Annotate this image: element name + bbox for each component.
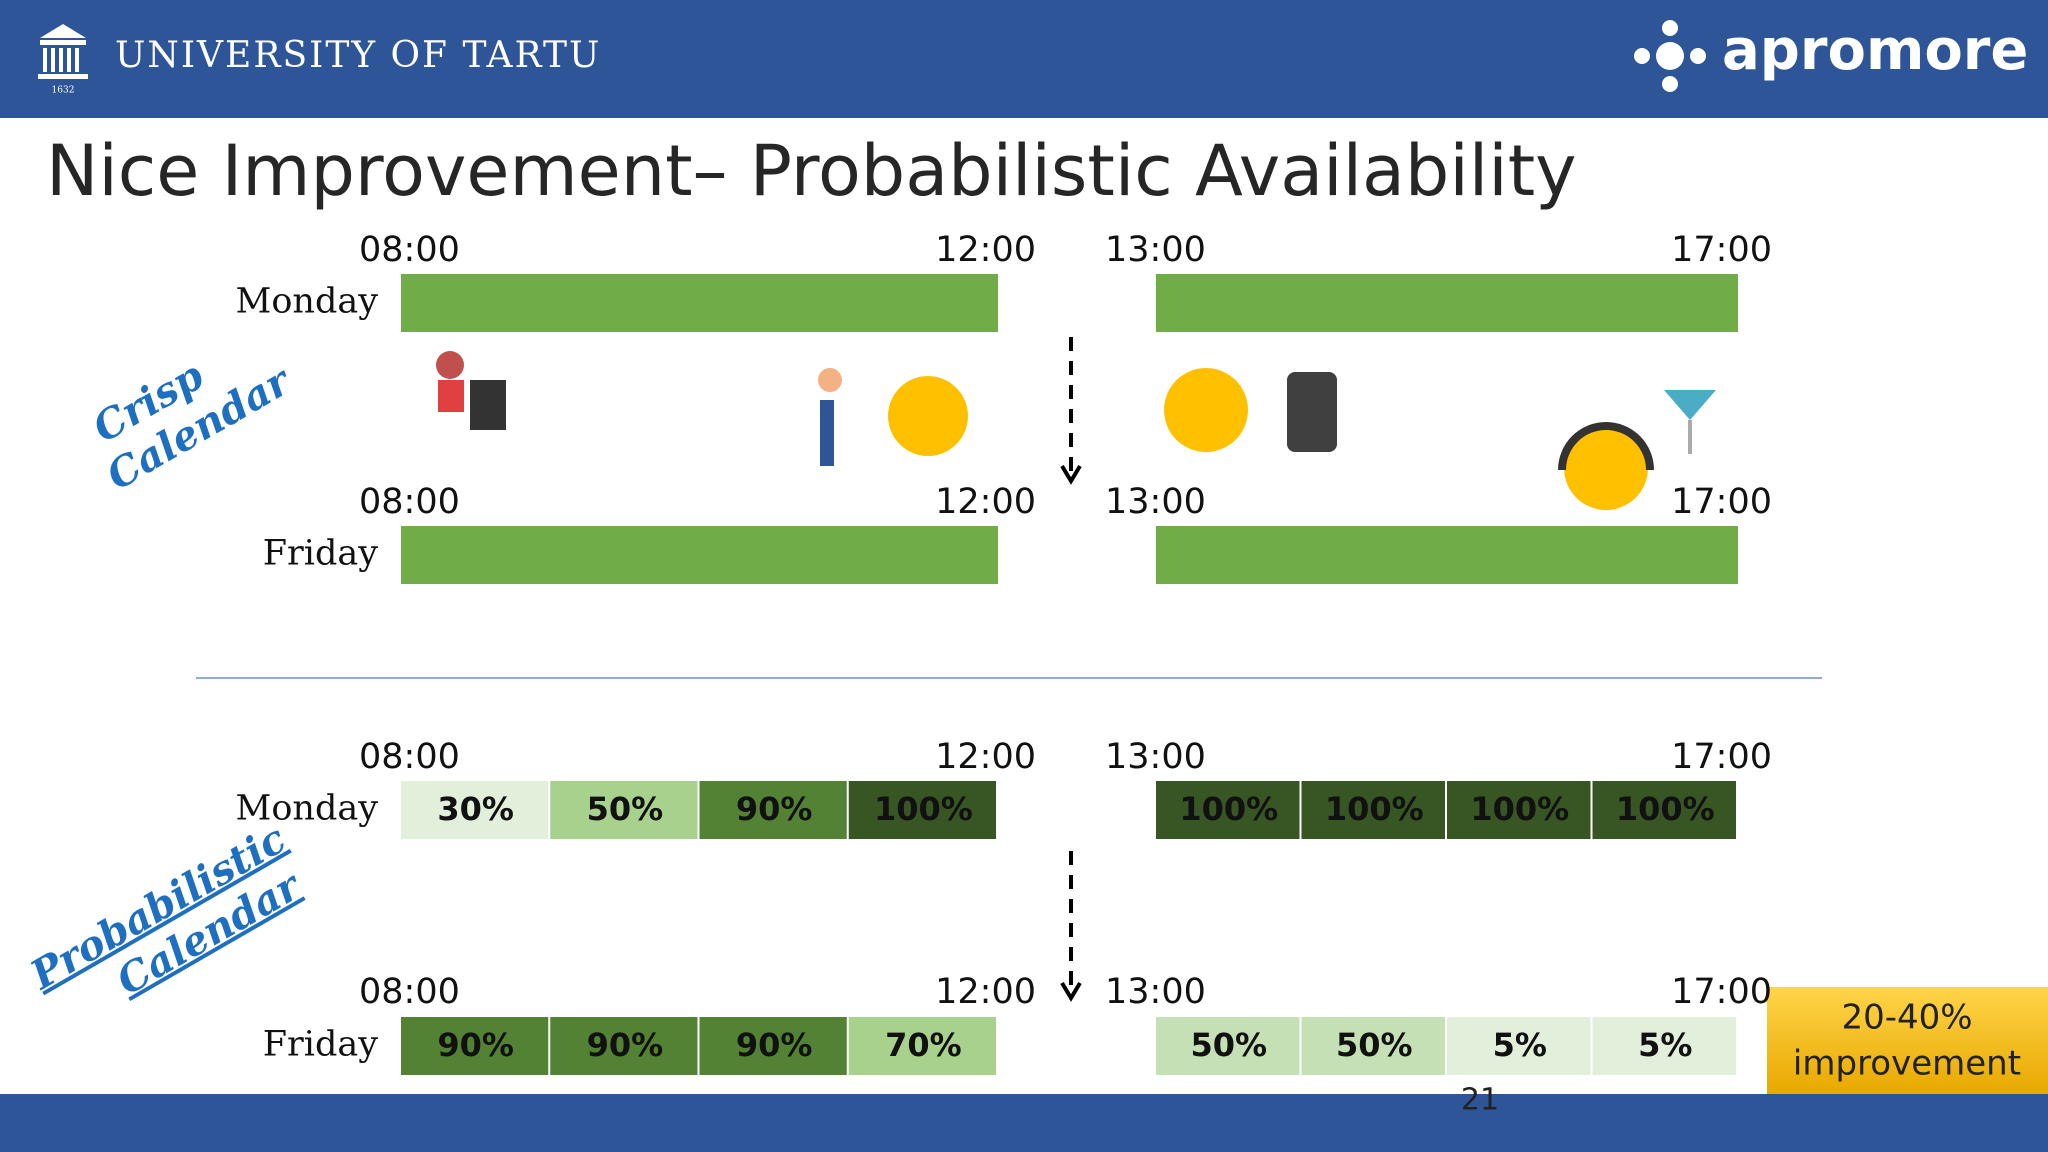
availability-bar [401,526,998,584]
probability-label: 50% [1336,1026,1413,1064]
probability-label: 100% [1179,790,1278,828]
day-label: Friday [263,534,378,574]
time-label: 17:00 [1671,230,1772,270]
university-logo [38,24,88,79]
university-year: 1632 [52,86,75,96]
availability-bar [401,274,998,332]
time-label: 12:00 [935,972,1036,1012]
brand-name: apromore [1722,18,2028,83]
probability-cell [848,781,996,839]
time-label: 13:00 [1105,230,1206,270]
probability-cell [848,1017,996,1075]
probability-cell [1301,781,1445,839]
probability-label: 90% [736,1026,813,1064]
probability-cell [1156,781,1300,839]
callout-text: 20-40% [1841,998,1972,1038]
time-label: 12:00 [935,737,1036,777]
probability-cell [1592,781,1736,839]
callout-text: improvement [1793,1044,2021,1084]
time-label: 17:00 [1671,482,1772,522]
probability-cell [1156,1017,1300,1075]
probability-cell [550,1017,698,1075]
probability-cell [401,1017,549,1075]
probability-label: 100% [1616,790,1715,828]
apromore-logo [1634,20,1706,92]
time-label: 08:00 [359,482,460,522]
header-bar [0,0,2048,118]
probability-label: 100% [1470,790,1569,828]
time-label: 08:00 [359,972,460,1012]
probability-cell [401,781,549,839]
university-name: UNIVERSITY OF TARTU [115,35,601,76]
probability-label: 90% [587,1026,664,1064]
probability-cell [699,781,847,839]
probability-cell [550,781,698,839]
probability-label: 90% [437,1026,514,1064]
probability-cell [1301,1017,1445,1075]
time-label: 17:00 [1671,737,1772,777]
time-label: 08:00 [359,230,460,270]
day-label: Monday [236,282,379,322]
probability-cell [1447,1017,1591,1075]
probability-label: 5% [1493,1026,1547,1064]
probability-cell [699,1017,847,1075]
probability-label: 50% [1190,1026,1267,1064]
callout-box [1767,987,2048,1094]
probability-label: 100% [874,790,973,828]
time-label: 12:00 [935,230,1036,270]
footer-bar [0,1094,2048,1152]
availability-bar [1156,274,1738,332]
time-label: 13:00 [1105,482,1206,522]
probability-cell [1592,1017,1736,1075]
page-number: 21 [1461,1083,1499,1118]
probability-label: 70% [885,1026,962,1064]
icons [436,351,1716,510]
slide-title: Nice Improvement– Probabilistic Availabi… [46,130,1577,212]
probability-label: 100% [1325,790,1424,828]
arrow [1060,337,1082,1002]
time-label: 12:00 [935,482,1036,522]
probability-cell [1447,781,1591,839]
probability-label: 30% [437,790,514,828]
time-label: 08:00 [359,737,460,777]
day-label: Friday [263,1025,378,1065]
time-label: 17:00 [1671,972,1772,1012]
time-label: 13:00 [1105,972,1206,1012]
day-label: Monday [236,789,379,829]
probability-label: 90% [736,790,813,828]
probability-label: 50% [587,790,664,828]
time-label: 13:00 [1105,737,1206,777]
availability-bar [1156,526,1738,584]
probability-label: 5% [1638,1026,1692,1064]
